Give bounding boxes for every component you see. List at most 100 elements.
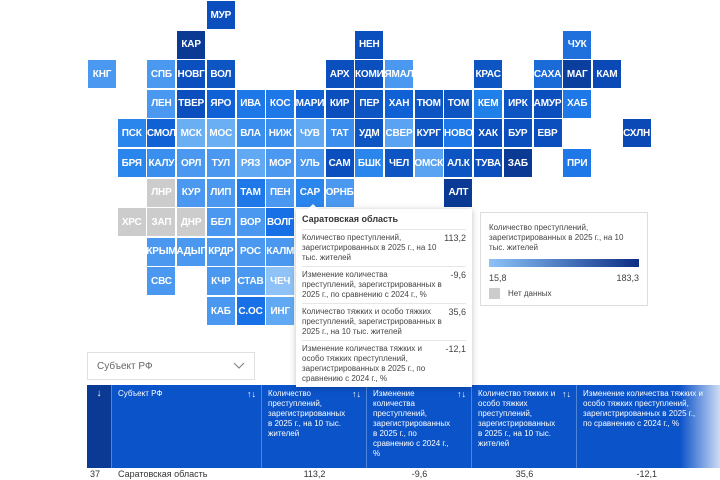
region-tile[interactable]: ТУЛ	[206, 149, 235, 177]
sort-icon[interactable]: ↑↓	[562, 389, 571, 399]
region-tile[interactable]: ТАТ	[325, 119, 354, 148]
region-tile[interactable]: ТОМ	[444, 89, 473, 118]
region-tile[interactable]: ПЕН	[266, 178, 295, 207]
region-tile[interactable]: СМОЛ	[147, 119, 176, 148]
region-tile[interactable]: ТУВА	[474, 149, 503, 177]
region-tile[interactable]: ЧЕЛ	[385, 149, 413, 177]
region-tile[interactable]: ОРНБ	[325, 178, 354, 207]
region-tile[interactable]: СВС	[147, 267, 176, 296]
region-tile[interactable]: ПРИ	[563, 149, 592, 177]
region-tile[interactable]: ХАК	[474, 119, 503, 148]
region-tile[interactable]: КАМ	[592, 60, 621, 89]
region-tile[interactable]: ОМСК	[414, 149, 443, 177]
region-tile[interactable]: МУР	[206, 1, 235, 29]
region-tile[interactable]: ЗАБ	[503, 149, 532, 177]
region-tile[interactable]: ТЮМ	[414, 89, 443, 118]
region-tile[interactable]: ЯМАЛ	[385, 60, 413, 89]
region-tile[interactable]: ЧЕЧ	[266, 267, 295, 296]
region-tile[interactable]: ОРЛ	[177, 149, 206, 177]
region-tile[interactable]: ХАН	[385, 89, 413, 118]
region-tile[interactable]: ПЕР	[355, 89, 384, 118]
region-tile[interactable]: ВЛА	[236, 119, 265, 148]
column-header-subject[interactable]: Субъект РФ ↑↓	[112, 385, 262, 468]
region-tile[interactable]: МОР	[266, 149, 295, 177]
region-tile[interactable]: ЗАП	[147, 208, 176, 237]
region-tile[interactable]: АМУР	[533, 89, 562, 118]
region-tile[interactable]: ИРК	[503, 89, 532, 118]
region-tile[interactable]: КАБ	[206, 297, 235, 325]
sort-icon[interactable]: ↑↓	[247, 389, 256, 399]
region-filter-select[interactable]: Субъект РФ	[87, 352, 255, 380]
region-tile[interactable]: КРЫМ	[147, 237, 176, 266]
region-tile[interactable]: АЛТ	[444, 178, 473, 207]
region-tile[interactable]: АЛ.К	[444, 149, 473, 177]
region-tile[interactable]: БШК	[355, 149, 384, 177]
region-tile[interactable]: МАРИ	[295, 89, 324, 118]
region-tile[interactable]: ТВЕР	[177, 89, 206, 118]
region-tile[interactable]: ИНГ	[266, 297, 295, 325]
region-tile[interactable]: КЧР	[206, 267, 235, 296]
region-tile[interactable]: СВЕР	[385, 119, 413, 148]
region-tile[interactable]: КЕМ	[474, 89, 503, 118]
region-tile[interactable]: РОС	[236, 237, 265, 266]
region-tile[interactable]: ЛНР	[147, 178, 176, 207]
region-tile[interactable]: КУРГ	[414, 119, 443, 148]
region-tile[interactable]: КНГ	[88, 60, 116, 89]
region-tile[interactable]: ХАБ	[563, 89, 592, 118]
region-tile[interactable]: ЧУВ	[295, 119, 324, 148]
region-tile[interactable]: ЛИП	[206, 178, 235, 207]
sort-icon[interactable]: ↑↓	[352, 389, 361, 399]
region-tile[interactable]: ЕВР	[533, 119, 562, 148]
region-tile[interactable]: ВОР	[236, 208, 265, 237]
sort-icon[interactable]: ↑↓	[457, 389, 466, 399]
no-data-swatch	[489, 288, 500, 299]
region-tile[interactable]: КОС	[266, 89, 295, 118]
region-tile[interactable]: ИВА	[236, 89, 265, 118]
region-tile[interactable]: БРЯ	[117, 149, 146, 177]
region-tile[interactable]: ЛЕН	[147, 89, 176, 118]
region-tile[interactable]: НИЖ	[266, 119, 295, 148]
region-tile[interactable]: МСК	[177, 119, 206, 148]
column-header-grave-crimes-change[interactable]: Изменение количества тяжких и особо тяжк…	[577, 385, 720, 468]
region-tile[interactable]: КРДР	[206, 237, 235, 266]
column-header-grave-crimes[interactable]: Количество тяжких и особо тяжких преступ…	[472, 385, 577, 468]
region-tile[interactable]: САР	[295, 178, 324, 207]
region-tile[interactable]: КРАС	[474, 60, 503, 89]
region-tile[interactable]: САХА	[533, 60, 562, 89]
region-tile[interactable]: НОВО	[444, 119, 473, 148]
region-tile[interactable]: НОВГ	[177, 60, 206, 89]
region-tile[interactable]: АРХ	[325, 60, 354, 89]
region-tile[interactable]: МАГ	[563, 60, 592, 89]
region-tile[interactable]: УЛЬ	[295, 149, 324, 177]
region-tile[interactable]: РЯЗ	[236, 149, 265, 177]
region-tile[interactable]: СХЛН	[622, 119, 651, 148]
region-tile[interactable]: ВОЛ	[206, 60, 235, 89]
region-tile[interactable]: ЯРО	[206, 89, 235, 118]
region-tile[interactable]: КУР	[177, 178, 206, 207]
region-tile[interactable]: КАЛМ	[266, 237, 295, 266]
region-tile[interactable]: САМ	[325, 149, 354, 177]
column-header-crimes-change[interactable]: Изменение количества преступлений, зарег…	[367, 385, 472, 468]
region-tile[interactable]: БУР	[503, 119, 532, 148]
rank-sort-button[interactable]: ↓	[87, 385, 112, 468]
region-tile[interactable]: МОС	[206, 119, 235, 148]
region-tile[interactable]: ТАМ	[236, 178, 265, 207]
region-tile[interactable]: ВОЛГ	[266, 208, 295, 237]
region-tile[interactable]: ДНР	[177, 208, 206, 237]
region-tile[interactable]: УДМ	[355, 119, 384, 148]
region-tile[interactable]: КОМИ	[355, 60, 384, 89]
region-tile[interactable]: ПСК	[117, 119, 146, 148]
region-tile[interactable]: БЕЛ	[206, 208, 235, 237]
region-tile[interactable]: КИР	[325, 89, 354, 118]
region-tile[interactable]: КАР	[177, 30, 206, 59]
region-tile[interactable]: ЧУК	[563, 30, 592, 59]
region-tile[interactable]: СТАВ	[236, 267, 265, 296]
region-tile[interactable]: АДЫГ	[177, 237, 206, 266]
region-tile[interactable]: СПБ	[147, 60, 176, 89]
column-header-crimes[interactable]: Количество преступлений, зарегистрирован…	[262, 385, 367, 468]
region-tile[interactable]: С.ОС	[236, 297, 265, 325]
region-tile[interactable]: ХРС	[117, 208, 146, 237]
region-tile[interactable]: НЕН	[355, 30, 384, 59]
table-row[interactable]: 37 Саратовская область 113,2 -9,6 35,6 -…	[87, 468, 657, 480]
region-tile[interactable]: КАЛУ	[147, 149, 176, 177]
